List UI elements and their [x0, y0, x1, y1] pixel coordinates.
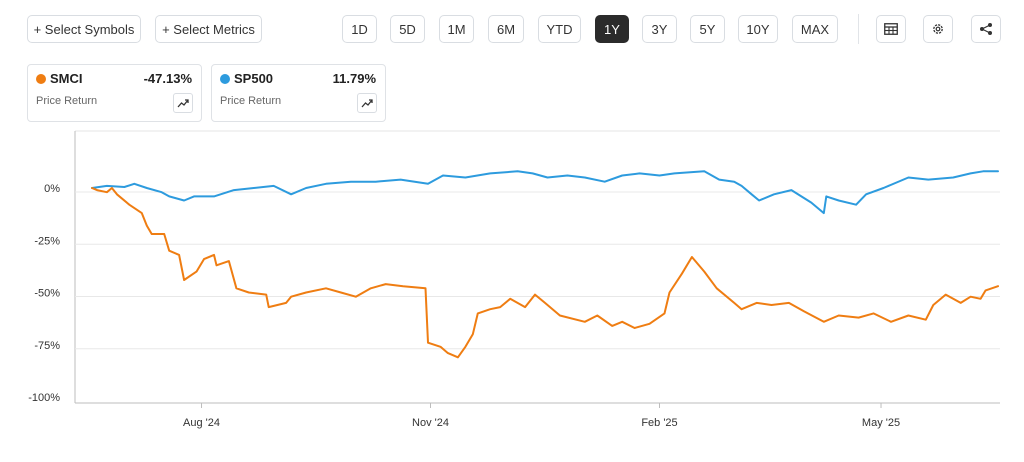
y-tick-label: 0%: [44, 183, 60, 195]
trend-up-icon: [177, 99, 189, 108]
smci-color-dot: [36, 74, 46, 84]
range-5y-button[interactable]: 5Y: [690, 15, 725, 43]
y-tick-label: -75%: [34, 340, 60, 352]
y-tick-label: -100%: [28, 392, 60, 404]
select-symbols-button[interactable]: + Select Symbols: [27, 15, 141, 43]
sp500-return: 11.79%: [332, 71, 376, 86]
range-1y-button[interactable]: 1Y: [595, 15, 629, 43]
trend-up-icon: [361, 99, 373, 108]
range-6m-button[interactable]: 6M: [488, 15, 524, 43]
sp500-metric-label: Price Return: [220, 95, 282, 107]
range-3y-button[interactable]: 3Y: [642, 15, 677, 43]
range-max-button[interactable]: MAX: [792, 15, 838, 43]
x-tick-label: May '25: [862, 417, 900, 429]
share-button[interactable]: [971, 15, 1001, 43]
y-tick-label: -50%: [34, 288, 60, 300]
sp500-legend-card[interactable]: SP500 11.79% Price Return: [211, 64, 386, 122]
smci-legend-card[interactable]: SMCI -47.13% Price Return: [27, 64, 202, 122]
sp500-trend-button[interactable]: [357, 93, 377, 113]
smci-symbol: SMCI: [50, 71, 83, 86]
table-icon: [884, 23, 898, 35]
toolbar-divider: [858, 14, 859, 44]
gear-icon: [933, 24, 943, 34]
table-view-button[interactable]: [876, 15, 906, 43]
range-1m-button[interactable]: 1M: [439, 15, 474, 43]
range-10y-button[interactable]: 10Y: [738, 15, 778, 43]
range-ytd-button[interactable]: YTD: [538, 15, 581, 43]
smci-series-line: [91, 187, 999, 359]
smci-metric-label: Price Return: [36, 95, 98, 107]
smci-return: -47.13%: [143, 71, 192, 86]
price-return-chart[interactable]: 0% -25% -50% -75% -100% Aug '24 Nov '24 Feb '2…: [0, 128, 1024, 462]
range-5d-button[interactable]: 5D: [390, 15, 425, 43]
share-icon: [980, 23, 992, 35]
range-1d-button[interactable]: 1D: [342, 15, 377, 43]
y-tick-label: -25%: [34, 235, 60, 247]
x-tick-label: Nov '24: [412, 417, 449, 429]
sp500-color-dot: [220, 74, 230, 84]
x-tick-label: Feb '25: [641, 417, 677, 429]
settings-button[interactable]: [923, 15, 953, 43]
select-metrics-button[interactable]: + Select Metrics: [155, 15, 262, 43]
sp500-series-line: [91, 170, 999, 215]
x-tick-label: Aug '24: [183, 417, 220, 429]
smci-trend-button[interactable]: [173, 93, 193, 113]
sp500-symbol: SP500: [234, 71, 274, 86]
